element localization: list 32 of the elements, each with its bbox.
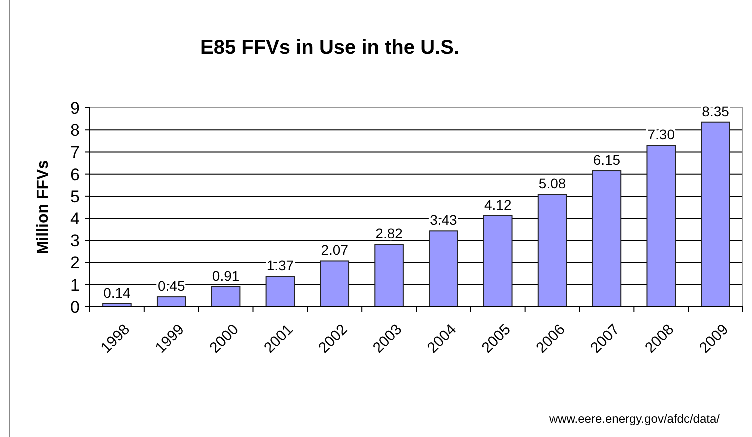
y-tick-label: 2 xyxy=(70,254,80,273)
data-label: 8.35 xyxy=(702,103,730,120)
data-label: 0.91 xyxy=(212,268,240,284)
y-axis-title: Million FFVs xyxy=(35,160,52,255)
text: www.eere.energy.gov/afdc/data/ xyxy=(548,412,721,426)
bar xyxy=(156,296,186,308)
data-label: 6.15 xyxy=(593,152,621,168)
y-tick-label: 6 xyxy=(70,165,80,184)
y-tick-label: 4 xyxy=(70,210,80,229)
y-tick-label: 5 xyxy=(70,187,80,206)
data-label: 2.07 xyxy=(321,242,349,258)
y-tick-label: 0 xyxy=(70,298,80,317)
chart-title: E85 FFVs in Use in the U.S. xyxy=(200,37,460,59)
bar xyxy=(429,230,458,308)
bar xyxy=(374,244,404,308)
data-label: 2.82 xyxy=(376,226,404,242)
y-tick-label: 8 xyxy=(70,121,80,140)
bar xyxy=(592,170,622,308)
bar xyxy=(211,286,241,308)
bar xyxy=(646,145,676,308)
y-tick-label: 9 xyxy=(70,98,80,118)
data-label: 4.12 xyxy=(484,196,512,213)
data-label: 0.14 xyxy=(104,284,132,301)
data-label: 5.08 xyxy=(538,176,566,192)
bar xyxy=(320,260,350,308)
y-tick-label: 1 xyxy=(70,276,80,295)
bar xyxy=(266,276,296,308)
y-tick-label: 7 xyxy=(70,143,80,162)
bar xyxy=(701,122,730,308)
y-tick-label: 3 xyxy=(70,232,80,251)
bar xyxy=(538,194,568,308)
bar xyxy=(483,215,513,308)
